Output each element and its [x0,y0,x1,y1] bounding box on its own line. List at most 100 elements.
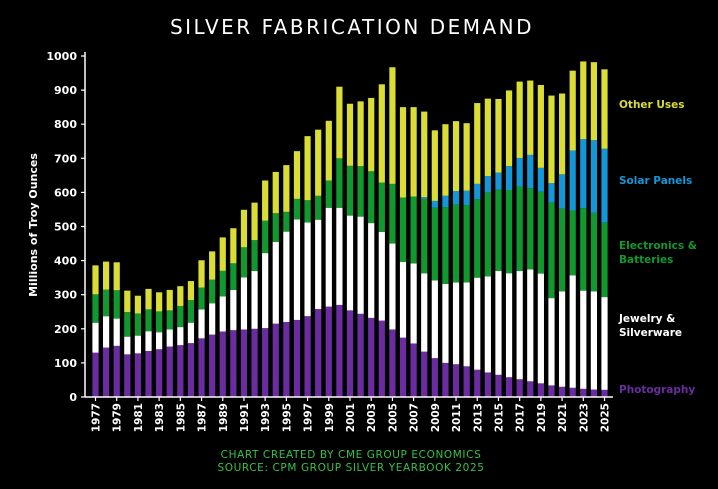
bar-segment-electronics-batteries-2006 [399,197,407,262]
bar-segment-electronics-batteries-1984 [166,310,173,330]
y-tick-label: 400 [54,255,77,268]
bar-segment-solar-panels-2025 [601,148,608,223]
bar-segment-other-uses-1991 [240,209,248,248]
bar-segment-other-uses-2021 [558,93,566,175]
y-tick-label: 200 [54,323,77,336]
bar-segment-electronics-batteries-2024 [590,212,597,292]
y-tick-label: 700 [54,152,77,165]
bar-segment-electronics-batteries-1988 [209,279,216,304]
bar-segment-jewelry-silverware-1997 [304,222,311,317]
bar-segment-jewelry-silverware-1987 [198,309,205,339]
x-tick-label: 1999 [324,403,336,432]
bar-segment-photography-1980 [124,354,131,398]
bar-segment-other-uses-2003 [368,97,375,172]
x-tick-label: 2019 [536,403,548,432]
bar-segment-photography-2019 [537,383,544,397]
bar-segment-photography-1977 [92,352,99,397]
bar-segment-photography-1995 [283,321,290,397]
bar-segment-photography-2005 [389,329,396,397]
x-tick-label: 1981 [133,403,145,432]
y-tick-label: 100 [54,357,77,370]
bar-segment-jewelry-silverware-1985 [177,327,184,346]
bar-segment-electronics-batteries-2022 [569,210,576,276]
legend-label-jewelry-silverware-line2: Silverware [619,327,682,339]
bar-segment-jewelry-silverware-1983 [156,332,163,350]
bar-segment-electronics-batteries-1994 [272,213,279,242]
bar-segment-electronics-batteries-2021 [558,208,566,292]
bar-segment-electronics-batteries-2003 [368,171,375,224]
x-tick-label: 1993 [260,403,272,432]
bar-segment-solar-panels-2021 [558,174,566,209]
bar-segment-electronics-batteries-2018 [527,188,534,270]
bar-segment-other-uses-2025 [601,69,608,149]
bar-segment-other-uses-1999 [325,120,332,181]
bar-segment-jewelry-silverware-2005 [389,243,396,330]
bar-segment-solar-panels-2008 [421,197,428,199]
x-tick-label: 2001 [345,403,357,432]
axes-layer: 0 100 200 300 400 500 600 700 800 900 1000 1977 1979… [46,50,613,432]
bar-segment-jewelry-silverware-1981 [134,335,142,354]
bar-segment-jewelry-silverware-2012 [463,282,470,367]
bar-segment-photography-2006 [399,337,407,397]
bar-segment-photography-2010 [442,362,449,397]
bar-segment-solar-panels-2013 [474,183,481,200]
bar-segment-photography-2007 [410,343,417,397]
bar-segment-electronics-batteries-2007 [410,196,417,264]
bar-segment-other-uses-2022 [569,70,576,151]
bar-segment-electronics-batteries-2012 [463,205,470,283]
bar-segment-jewelry-silverware-2010 [442,283,449,363]
bar-segment-electronics-batteries-1985 [177,305,184,328]
bar-segment-other-uses-2002 [357,101,364,167]
bar-segment-jewelry-silverware-2022 [569,275,576,388]
bar-segment-electronics-batteries-2010 [442,207,449,284]
chart-title: SILVER FABRICATION DEMAND [170,15,534,39]
bar-segment-other-uses-2009 [431,130,438,201]
bar-segment-photography-2014 [484,372,491,397]
bar-segment-electronics-batteries-1991 [240,247,248,278]
bar-segment-solar-panels-2016 [505,166,513,191]
bar-segment-electronics-batteries-2002 [357,166,364,217]
bar-segment-other-uses-1993 [262,180,269,221]
x-tick-label: 2023 [578,403,590,432]
bar-segment-other-uses-2005 [389,67,396,184]
bar-segment-other-uses-1979 [113,262,120,291]
bar-segment-solar-panels-2019 [537,167,544,192]
x-tick-label: 1977 [91,403,103,432]
bar-segment-solar-panels-2012 [463,190,470,206]
bar-segment-electronics-batteries-2001 [346,165,354,216]
bar-segment-jewelry-silverware-1984 [166,329,173,347]
bar-segment-solar-panels-2011 [452,191,460,205]
bar-segment-electronics-batteries-2011 [452,204,460,283]
bar-segment-jewelry-silverware-2000 [336,207,343,305]
bar-segment-photography-2020 [548,385,555,397]
bar-segment-other-uses-2008 [421,111,428,198]
x-tick-label: 2003 [366,403,378,432]
bar-segment-electronics-batteries-1983 [156,311,163,333]
bar-segment-photography-1985 [177,345,184,397]
bar-segment-other-uses-1982 [145,288,152,310]
bar-segment-solar-panels-2024 [590,140,597,213]
bar-segment-jewelry-silverware-1996 [293,219,301,320]
bar-segment-photography-2021 [558,386,566,397]
bar-segment-solar-panels-2010 [442,195,449,208]
x-tick-label: 1987 [197,403,209,432]
credit-line: CHART CREATED BY CME GROUP ECONOMICS [221,449,482,461]
legend-label-electronics-batteries-line1: Electronics & [619,240,697,252]
bar-segment-solar-panels-2022 [569,150,576,211]
bar-segment-other-uses-1986 [187,281,195,301]
bar-segment-other-uses-2000 [336,86,343,159]
bar-segment-solar-panels-2017 [516,157,523,187]
bar-segment-other-uses-1990 [230,228,237,264]
bar-segment-jewelry-silverware-2018 [527,269,534,382]
bar-segment-photography-1994 [272,323,279,397]
x-tick-label: 2009 [430,403,442,432]
x-tick-label: 2021 [557,403,569,432]
y-tick-label: 0 [69,391,77,404]
x-tick-label: 2005 [387,403,399,432]
legend-label-jewelry-silverware-line1: Jewelry & [618,313,675,325]
bar-segment-solar-panels-2009 [431,200,438,208]
bar-segment-photography-2004 [378,320,385,397]
bar-segment-jewelry-silverware-2013 [474,277,481,370]
